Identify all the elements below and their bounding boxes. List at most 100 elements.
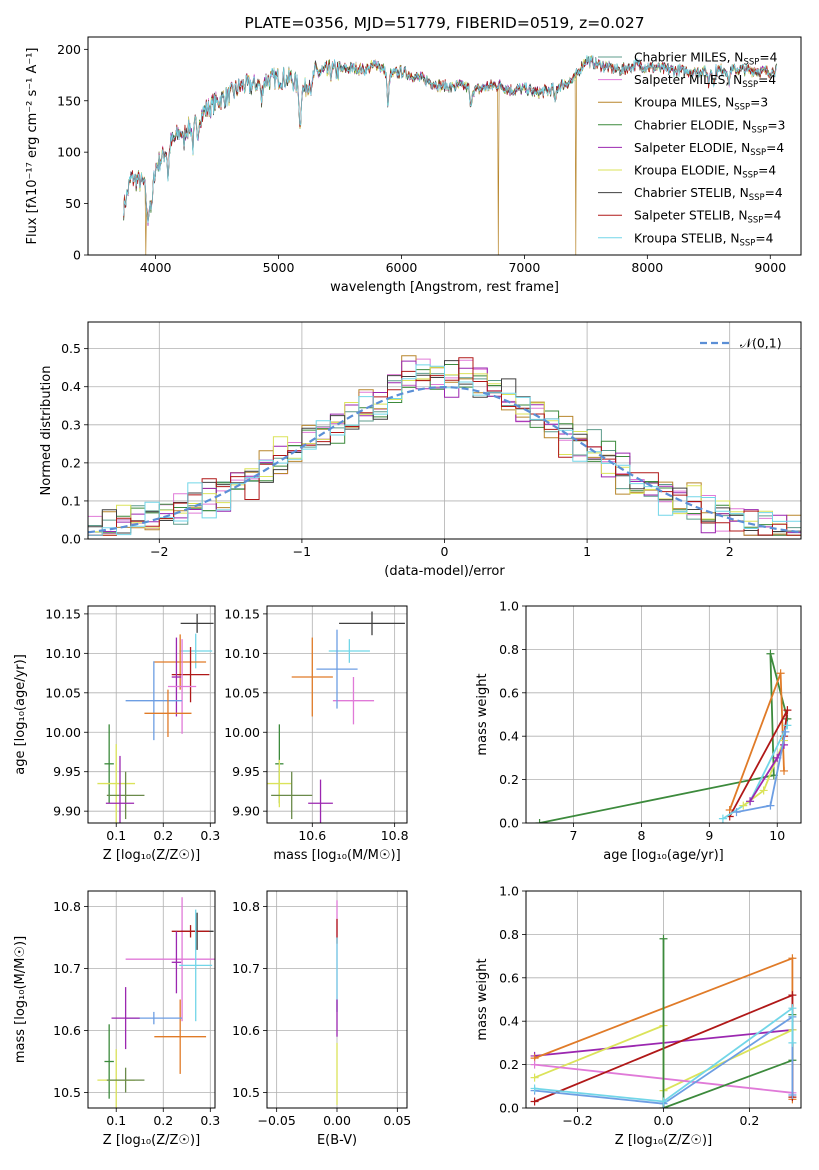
- axes-frame: [525, 605, 802, 824]
- weight-line: [662, 938, 794, 1108]
- error-bar: [171, 637, 182, 717]
- y-tick-label: 9.95: [232, 764, 260, 779]
- x-tick-label: 0.0: [654, 1113, 674, 1128]
- legend-nssp-value: 3: [778, 118, 786, 132]
- error-bar: [167, 639, 197, 734]
- legend-equals: =: [765, 186, 775, 200]
- x-tick-label: 9000: [754, 260, 786, 275]
- x-tick-label: 0.1: [106, 828, 126, 843]
- x-tick-label: 7000: [508, 260, 540, 275]
- plot-area: [535, 649, 792, 823]
- error-bar: [104, 1024, 114, 1099]
- chart-residuals: −2 −1 0 1 2 0.0 0.1 0.2 0.3 0.4 0.5 (data-model)/er…: [39, 321, 802, 579]
- legend-n-label: , N: [733, 141, 750, 155]
- legend-label: Chabrier MILES, NSSP=4: [634, 51, 778, 68]
- axes-frame: [87, 36, 802, 256]
- legend-nssp-value: 3: [760, 96, 768, 110]
- y-axis-label: mass weight: [475, 958, 490, 1040]
- legend-nssp-value: 4: [768, 73, 776, 87]
- legend-equals: =: [750, 96, 760, 110]
- y-tick-label: 10.00: [45, 725, 81, 740]
- legend-nssp-value: 4: [776, 141, 784, 155]
- chart-age-vs-mass: 10.6 10.8 9.90 9.95 10.00 10.05 10.10 10.15 mass…: [224, 605, 409, 863]
- weight-marker: [780, 766, 789, 775]
- legend-n-label: , N: [725, 164, 742, 178]
- legend-subscript: SSP: [740, 238, 756, 248]
- y-tick-label: 10.7: [232, 961, 260, 976]
- error-bar: [125, 897, 215, 1022]
- weight-marker: [788, 1090, 797, 1099]
- x-tick-label: 0.1: [106, 1113, 126, 1128]
- legend-label: 𝒩(0,1): [740, 336, 782, 351]
- chart-age-vs-Z: 0.1 0.2 0.3 9.90 9.95 10.00 10.05 10.10 10.15 Z […: [13, 605, 220, 863]
- x-tick-label: 6000: [386, 260, 418, 275]
- plot-area: [267, 611, 405, 823]
- x-axis-label: Z [log₁₀(Z/Z☉)]: [615, 1133, 712, 1148]
- y-tick-label: 9.90: [232, 804, 260, 819]
- error-bar: [154, 999, 207, 1074]
- weight-line: [534, 1006, 794, 1103]
- legend-nssp-value: 4: [766, 231, 774, 245]
- error-bar: [106, 771, 145, 820]
- y-tick-label: 0.4: [61, 379, 81, 394]
- legend-n-label: , N: [732, 186, 749, 200]
- legend-subscript: SSP: [751, 125, 767, 135]
- legend-n-label: , N: [717, 96, 734, 110]
- y-tick-label: 10.10: [45, 646, 81, 661]
- y-tick-label: 0.0: [61, 532, 81, 547]
- weight-marker: [659, 934, 668, 943]
- legend-label: Chabrier STELIB, NSSP=4: [634, 186, 783, 203]
- legend-series-name: Kroupa ELODIE: [634, 164, 725, 178]
- y-tick-label: 0.8: [499, 927, 519, 942]
- y-tick-label: 9.90: [53, 804, 81, 819]
- chart-spectrum: 4000 5000 6000 7000 8000 9000 0 50 100 150 200 wave…: [25, 14, 802, 295]
- x-tick-label: −0.05: [257, 1113, 295, 1128]
- y-tick-label: 10.8: [53, 899, 81, 914]
- x-tick-label: 0.3: [200, 1113, 220, 1128]
- x-tick-label: 10.8: [381, 828, 409, 843]
- weight-marker: [788, 991, 797, 1000]
- weight-marker: [783, 721, 792, 730]
- y-tick-label: 10.15: [45, 606, 81, 621]
- x-tick-label: 0: [441, 544, 449, 559]
- legend: 𝒩(0,1): [700, 336, 782, 351]
- plot-area: [530, 934, 797, 1108]
- legend-n-label: , N: [731, 209, 748, 223]
- error-bar: [308, 779, 333, 823]
- y-tick-label: 10.5: [53, 1085, 81, 1100]
- legend-equals: =: [763, 209, 773, 223]
- plot-area: [123, 54, 777, 255]
- x-axis-label: age [log₁₀(age/yr)]: [603, 848, 724, 863]
- error-bar: [171, 647, 210, 703]
- legend-equals: =: [767, 118, 777, 132]
- legend-series-name: Salpeter MILES: [634, 73, 726, 87]
- spectrum-line: [123, 54, 777, 224]
- legend-subscript: SSP: [742, 80, 758, 90]
- weight-marker: [530, 1097, 539, 1106]
- plot-area: [97, 897, 215, 1108]
- legend-series-name: Chabrier MILES: [634, 51, 727, 65]
- weight-marker: [746, 797, 755, 806]
- error-bar: [332, 677, 375, 725]
- legend-n-label: , N: [727, 51, 744, 65]
- y-tick-label: 10.8: [232, 899, 260, 914]
- error-bar: [144, 689, 192, 737]
- weight-marker: [718, 814, 727, 823]
- error-bar: [180, 613, 214, 633]
- weight-line: [534, 1015, 794, 1105]
- x-tick-label: 0.2: [153, 1113, 173, 1128]
- legend-nssp-value: 4: [768, 164, 776, 178]
- chart-weight-vs-Z: −0.2 0.0 0.2 0.0 0.2 0.4 0.6 0.8 1.0 Z [log₁₀(Z/Z…: [475, 884, 802, 1148]
- legend-nssp-value: 4: [770, 51, 778, 65]
- x-tick-label: 0.00: [323, 1113, 351, 1128]
- error-bar: [328, 639, 370, 663]
- y-tick-label: 9.95: [53, 764, 81, 779]
- y-tick-label: 0.0: [499, 1101, 519, 1116]
- y-tick-label: 0.5: [61, 341, 81, 356]
- x-tick-label: 4000: [140, 260, 172, 275]
- x-tick-label: 8000: [631, 260, 663, 275]
- weight-marker: [766, 801, 775, 810]
- y-tick-label: 0.8: [499, 642, 519, 657]
- legend-equals: =: [758, 73, 768, 87]
